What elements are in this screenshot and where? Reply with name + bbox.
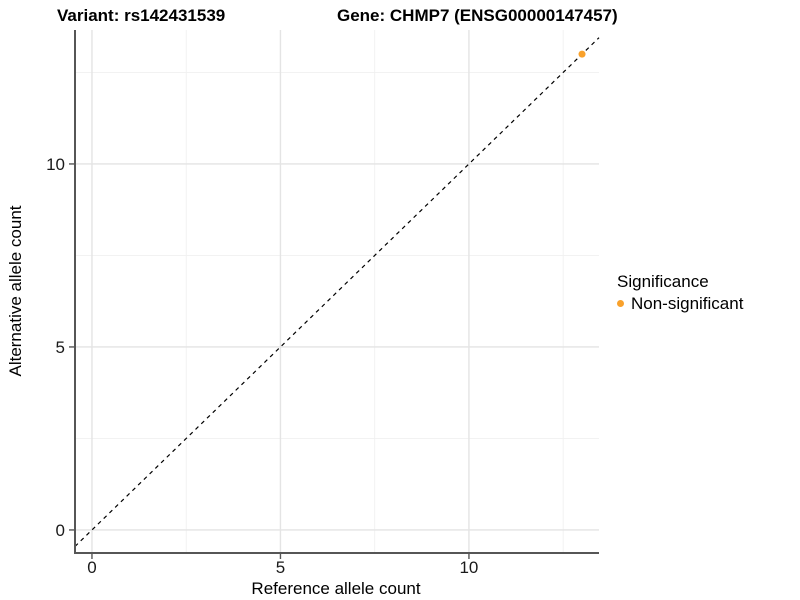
identity-line <box>74 37 600 547</box>
x-tick-label: 0 <box>87 558 96 577</box>
x-tick-label: 10 <box>459 558 478 577</box>
gene-title: Gene: CHMP7 (ENSG00000147457) <box>337 6 618 25</box>
legend-items: Non-significant <box>617 294 743 313</box>
x-tick-label: 5 <box>276 558 285 577</box>
data-point <box>578 50 586 58</box>
variant-title: Variant: rs142431539 <box>57 6 226 25</box>
y-tick-label: 10 <box>46 155 65 174</box>
legend-item: Non-significant <box>617 294 743 313</box>
y-tick-label: 0 <box>56 521 65 540</box>
legend: Significance Non-significant <box>617 271 743 313</box>
x-axis-title: Reference allele count <box>251 579 421 598</box>
legend-item-label: Non-significant <box>631 294 744 313</box>
legend-point-icon <box>617 300 624 307</box>
legend-title: Significance <box>617 272 709 291</box>
y-axis-title: Alternative allele count <box>6 205 25 377</box>
y-tick-label: 5 <box>56 338 65 357</box>
